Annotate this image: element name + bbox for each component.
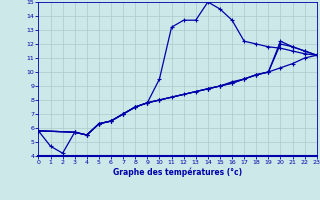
X-axis label: Graphe des températures (°c): Graphe des températures (°c): [113, 168, 242, 177]
